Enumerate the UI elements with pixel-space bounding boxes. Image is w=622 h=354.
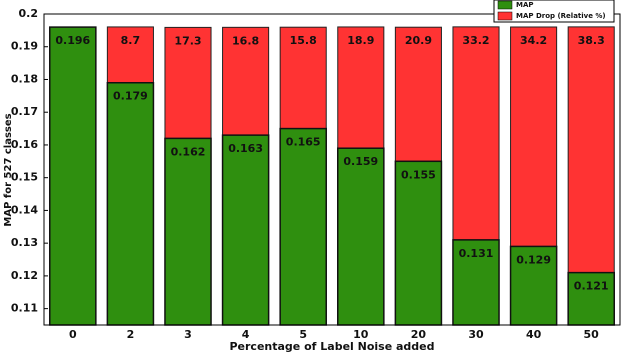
plot-frame (43, 13, 621, 326)
y-tick-label: 0.12 (11, 269, 38, 282)
y-axis-label: MAP for 527 classes (3, 113, 14, 226)
x-tick-label: 4 (242, 328, 250, 341)
legend-swatch (497, 11, 513, 21)
map-label: 0.159 (343, 155, 378, 168)
drop-bar (567, 26, 615, 274)
map-label: 0.179 (113, 90, 148, 103)
drop-label: 20.9 (405, 34, 432, 47)
drop-bar (510, 26, 558, 247)
map-bar (106, 81, 155, 326)
drop-label: 33.2 (462, 34, 489, 47)
drop-label: 16.8 (232, 34, 259, 47)
y-tick-label: 0.11 (11, 302, 38, 315)
x-tick-label: 10 (353, 328, 369, 341)
drop-bar (164, 26, 212, 139)
y-tick-label: 0.13 (11, 236, 38, 249)
map-bar (452, 239, 500, 326)
legend-label: MAP (516, 1, 534, 9)
y-tick-label: 0.15 (11, 171, 38, 184)
map-bar (337, 147, 385, 326)
map-label: 0.129 (516, 253, 551, 266)
drop-label: 15.8 (290, 34, 317, 47)
map-label: 0.131 (459, 247, 494, 260)
x-tick-label: 2 (127, 328, 135, 341)
x-tick-label: 5 (299, 328, 307, 341)
drop-bar (394, 26, 442, 162)
map-bar (279, 127, 327, 326)
drop-bar (337, 26, 385, 149)
y-tick-label: 0.18 (11, 72, 38, 85)
legend-swatch (497, 0, 513, 10)
x-tick-label: 20 (411, 328, 427, 341)
legend-box (493, 0, 615, 23)
drop-label: 38.3 (578, 34, 605, 47)
drop-bar (106, 26, 154, 84)
map-bar (164, 137, 212, 326)
drop-label: 18.9 (347, 34, 374, 47)
map-label: 0.121 (574, 280, 609, 293)
x-tick-label: 3 (184, 328, 192, 341)
map-label: 0.162 (171, 145, 206, 158)
x-tick-label: 0 (69, 328, 77, 341)
drop-label: 8.7 (121, 34, 141, 47)
y-tick-label: 0.14 (11, 203, 38, 216)
x-axis-label: Percentage of Label Noise added (229, 340, 434, 353)
map-bar (221, 134, 270, 326)
legend-label: MAP Drop (Relative %) (516, 12, 606, 20)
map-label: 0.155 (401, 168, 436, 181)
map-label: 0.196 (55, 34, 90, 47)
x-tick-label: 40 (526, 328, 542, 341)
map-label: 0.165 (286, 136, 321, 149)
map-label: 0.163 (228, 142, 263, 155)
y-tick-label: 0.2 (19, 7, 39, 20)
drop-label: 17.3 (174, 34, 201, 47)
drop-bar (279, 26, 327, 130)
y-tick-label: 0.16 (11, 138, 38, 151)
drop-bar (222, 26, 270, 136)
y-tick-label: 0.17 (11, 105, 38, 118)
map-bar (49, 26, 97, 326)
x-tick-label: 30 (468, 328, 484, 341)
y-tick-label: 0.19 (11, 40, 38, 53)
drop-bar (452, 26, 500, 241)
map-bar (509, 245, 558, 326)
map-bar (394, 160, 443, 326)
x-tick-label: 50 (584, 328, 600, 341)
drop-label: 34.2 (520, 34, 547, 47)
